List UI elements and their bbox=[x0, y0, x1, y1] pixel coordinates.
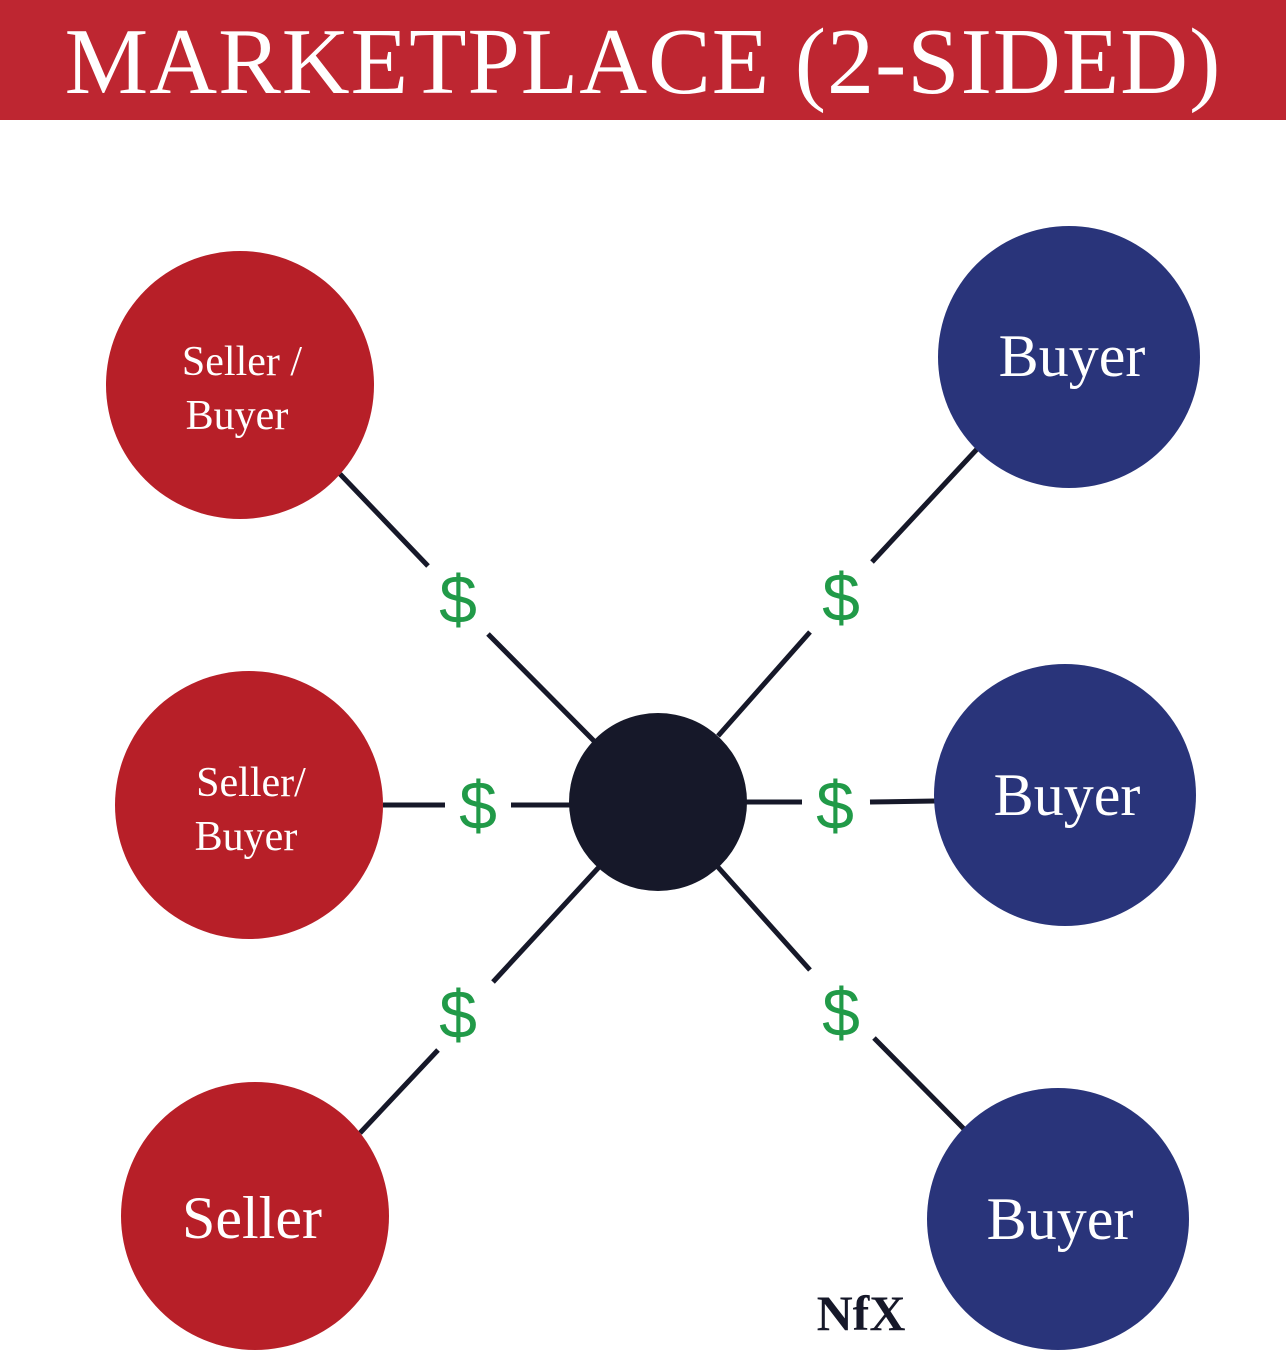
node-label-line-1: Buyer bbox=[999, 323, 1146, 389]
money-label-left-top: $ bbox=[439, 562, 477, 638]
node-right-bottom: Buyer bbox=[927, 1088, 1189, 1350]
money-label-left-middle: $ bbox=[459, 768, 497, 844]
connector-left-top-outer bbox=[338, 472, 430, 568]
buyer-node bbox=[927, 1088, 1189, 1350]
connectors bbox=[338, 446, 980, 1135]
money-label-right-bottom: $ bbox=[822, 975, 860, 1051]
node-left-top: Seller / Buyer bbox=[106, 251, 374, 519]
node-left-bottom: Seller bbox=[121, 1082, 389, 1350]
connector-right-bottom-outer bbox=[872, 1036, 967, 1132]
marketplace-hub bbox=[569, 713, 747, 891]
node-left-middle: Seller/ Buyer bbox=[115, 671, 383, 939]
node-label-line-1: Seller/ bbox=[196, 760, 306, 806]
connector-right-middle-outer bbox=[869, 798, 936, 805]
title-banner: MARKETPLACE (2-SIDED) bbox=[0, 0, 1286, 120]
node-label-line-1: Buyer bbox=[994, 762, 1141, 828]
node-label-line-1: Seller bbox=[182, 1185, 322, 1251]
connector-left-bottom-outer bbox=[358, 1048, 440, 1135]
node-right-top: Buyer bbox=[938, 226, 1200, 488]
connector-right-top-outer bbox=[870, 446, 980, 564]
seller-buyer-node bbox=[106, 251, 374, 519]
money-label-right-middle: $ bbox=[816, 768, 854, 844]
node-label-line-2: Buyer bbox=[195, 814, 298, 860]
seller-buyer-node bbox=[115, 671, 383, 939]
buyer-node bbox=[934, 664, 1196, 926]
node-label-line-2: Buyer bbox=[186, 393, 289, 439]
money-label-right-top: $ bbox=[822, 560, 860, 636]
connector-right-top-inner bbox=[716, 630, 812, 738]
money-label-left-bottom: $ bbox=[439, 977, 477, 1053]
connector-right-bottom-inner bbox=[715, 864, 812, 972]
node-right-middle: Buyer bbox=[934, 664, 1196, 926]
node-label-line-1: Seller / bbox=[182, 339, 302, 385]
money-labels: $ $ $ $ $ $ bbox=[439, 560, 860, 1053]
page-title: MARKETPLACE (2-SIDED) bbox=[64, 10, 1222, 114]
seller-node bbox=[121, 1082, 389, 1350]
node-label-line-1: Buyer bbox=[987, 1186, 1134, 1252]
nfx-logo: NfX bbox=[817, 1285, 906, 1341]
connector-left-bottom-inner bbox=[491, 864, 602, 984]
buyer-node bbox=[938, 226, 1200, 488]
connector-left-top-inner bbox=[486, 632, 599, 746]
